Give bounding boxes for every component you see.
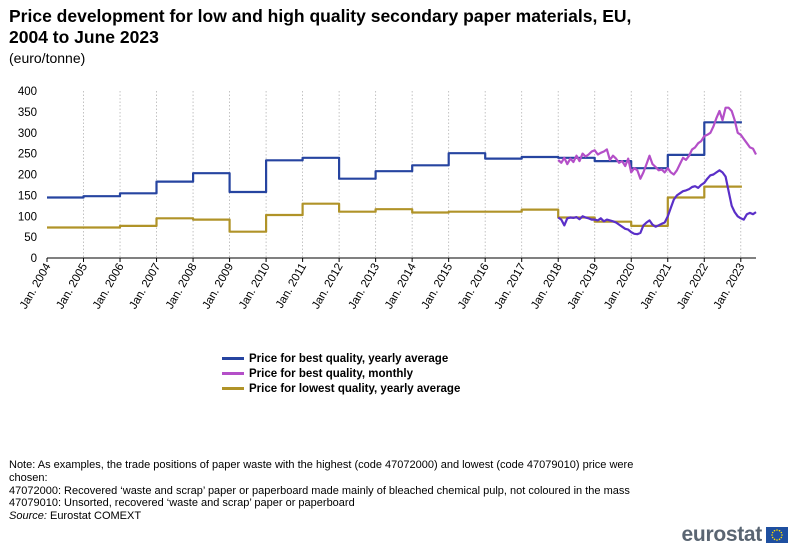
x-tick-label: Jan. 2014 xyxy=(383,261,419,311)
series-layer xyxy=(47,106,757,236)
y-tick-label: 100 xyxy=(18,211,37,223)
flag-star xyxy=(780,536,783,539)
legend-label: Price for best quality, yearly average xyxy=(249,352,449,365)
legend-label: Price for lowest quality, yearly average xyxy=(249,382,461,395)
flag-star xyxy=(771,536,774,539)
footnotes: Note: As examples, the trade positions o… xyxy=(9,459,649,523)
y-tick-label: 300 xyxy=(18,128,37,140)
legend-item-lowest-yearly: Price for lowest quality, yearly average xyxy=(222,381,460,396)
y-tick-label: 0 xyxy=(31,253,37,265)
legend-swatch xyxy=(222,372,244,375)
x-tick-label: Jan. 2016 xyxy=(456,262,492,312)
y-axis: 0 50 100 150 200 250 300 350 400 xyxy=(18,86,37,265)
legend-item-best-monthly: Price for best quality, monthly xyxy=(222,366,460,381)
x-tick-label: Jan. 2011 xyxy=(274,262,309,311)
x-tick-label: Jan. 2012 xyxy=(310,262,346,312)
x-tick-label: Jan. 2010 xyxy=(237,262,273,312)
source-label: Source: xyxy=(9,510,47,523)
series-line-monthly-lowest xyxy=(557,169,757,236)
y-tick-label: 150 xyxy=(18,190,37,202)
x-axis: Jan. 2004 Jan. 2005 Jan. 2006 Jan. 2007 Jan.… xyxy=(18,257,756,312)
eurostat-logo: eurostat xyxy=(682,523,788,547)
source-text: Eurostat COMEXT xyxy=(46,510,142,523)
legend-swatch xyxy=(222,387,244,390)
x-tick-label: Jan. 2022 xyxy=(675,262,711,312)
x-tick-label: Jan. 2015 xyxy=(420,262,456,312)
x-tick-label: Jan. 2021 xyxy=(639,262,675,312)
x-tick-label: Jan. 2018 xyxy=(529,262,565,312)
note-line: 47079010: Unsorted, recovered ‘waste and… xyxy=(9,497,355,510)
x-tick-label: Jan. 2004 xyxy=(18,261,54,311)
x-tick-label: Jan. 2006 xyxy=(91,262,127,312)
series-line-price-for-best-quality-monthly xyxy=(557,106,757,180)
x-tick-label: Jan. 2009 xyxy=(201,262,237,312)
flag-star xyxy=(778,529,781,532)
flag-star xyxy=(771,534,773,536)
legend-item-best-yearly: Price for best quality, yearly average xyxy=(222,351,460,366)
y-tick-label: 400 xyxy=(18,86,37,98)
x-tick-label: Jan. 2019 xyxy=(566,262,602,312)
flag-star xyxy=(780,531,783,534)
series-line-price-for-best-quality-yearly-average xyxy=(47,121,742,199)
legend: Price for best quality, yearly average P… xyxy=(222,351,460,396)
x-tick-label: Jan. 2008 xyxy=(164,262,200,312)
flag-star xyxy=(776,529,778,531)
source-line: Source: Eurostat COMEXT xyxy=(9,510,649,523)
flag-star xyxy=(776,539,778,541)
flag-star xyxy=(781,534,783,536)
x-tick-label: Jan. 2017 xyxy=(493,262,529,312)
eu-flag-icon xyxy=(766,527,788,543)
note-line: Note: As examples, the trade positions o… xyxy=(9,459,634,484)
flag-star xyxy=(778,538,781,541)
x-tick-label: Jan. 2007 xyxy=(127,262,163,312)
y-tick-label: 250 xyxy=(18,149,37,161)
x-tick-label: Jan. 2013 xyxy=(347,262,383,312)
legend-swatch xyxy=(222,357,244,360)
chart-title: Price development for low and high quali… xyxy=(9,6,632,47)
legend-label: Price for best quality, monthly xyxy=(249,367,414,380)
flag-star xyxy=(773,529,776,532)
flag-star xyxy=(771,531,774,534)
y-tick-label: 350 xyxy=(18,107,37,119)
chart-subtitle: (euro/tonne) xyxy=(9,50,86,66)
x-tick-label: Jan. 2020 xyxy=(602,262,638,312)
logo-text: eurostat xyxy=(681,523,763,546)
x-tick-label: Jan. 2023 xyxy=(712,262,748,312)
series-line-price-for-lowest-quality-yearly-average xyxy=(47,185,742,233)
note-line: 47072000: Recovered ‘waste and scrap’ pa… xyxy=(9,484,630,497)
flag-star xyxy=(773,538,776,541)
y-tick-label: 50 xyxy=(24,232,37,244)
y-tick-label: 200 xyxy=(18,170,37,182)
x-tick-label: Jan. 2005 xyxy=(54,262,90,312)
